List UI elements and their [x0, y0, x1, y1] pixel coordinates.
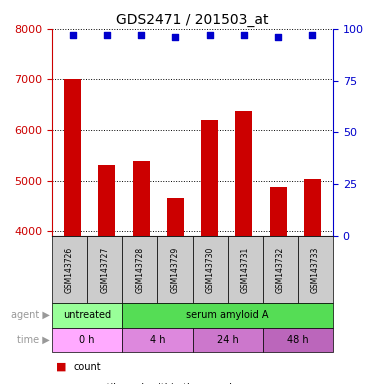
Text: GSM143731: GSM143731: [241, 247, 250, 293]
Text: 4 h: 4 h: [150, 334, 165, 345]
Text: GSM143733: GSM143733: [311, 247, 320, 293]
Text: 48 h: 48 h: [287, 334, 309, 345]
Text: GSM143728: GSM143728: [135, 247, 144, 293]
Text: 0 h: 0 h: [79, 334, 95, 345]
Bar: [64, 79, 81, 236]
Text: GDS2471 / 201503_at: GDS2471 / 201503_at: [116, 13, 269, 27]
Text: ■: ■: [56, 383, 66, 384]
Text: time ▶: time ▶: [17, 334, 50, 345]
Text: GSM143729: GSM143729: [171, 247, 179, 293]
Point: [275, 34, 281, 40]
Point: [207, 32, 213, 38]
Text: count: count: [73, 362, 101, 372]
Bar: [235, 111, 253, 236]
Text: GSM143726: GSM143726: [65, 247, 74, 293]
Point: [138, 32, 144, 38]
Text: ■: ■: [56, 362, 66, 372]
Bar: [98, 166, 116, 236]
Bar: [132, 161, 150, 236]
Point: [310, 32, 316, 38]
Text: GSM143727: GSM143727: [100, 247, 109, 293]
Text: GSM143732: GSM143732: [276, 247, 285, 293]
Point: [241, 32, 247, 38]
Text: untreated: untreated: [63, 310, 111, 321]
Bar: [304, 179, 321, 236]
Text: 24 h: 24 h: [217, 334, 238, 345]
Bar: [167, 198, 184, 236]
Text: agent ▶: agent ▶: [11, 310, 50, 321]
Point: [172, 34, 178, 40]
Bar: [270, 187, 287, 236]
Text: GSM143730: GSM143730: [206, 247, 214, 293]
Point: [104, 32, 110, 38]
Bar: [201, 120, 218, 236]
Text: percentile rank within the sample: percentile rank within the sample: [73, 383, 238, 384]
Point: [69, 32, 75, 38]
Text: serum amyloid A: serum amyloid A: [186, 310, 269, 321]
